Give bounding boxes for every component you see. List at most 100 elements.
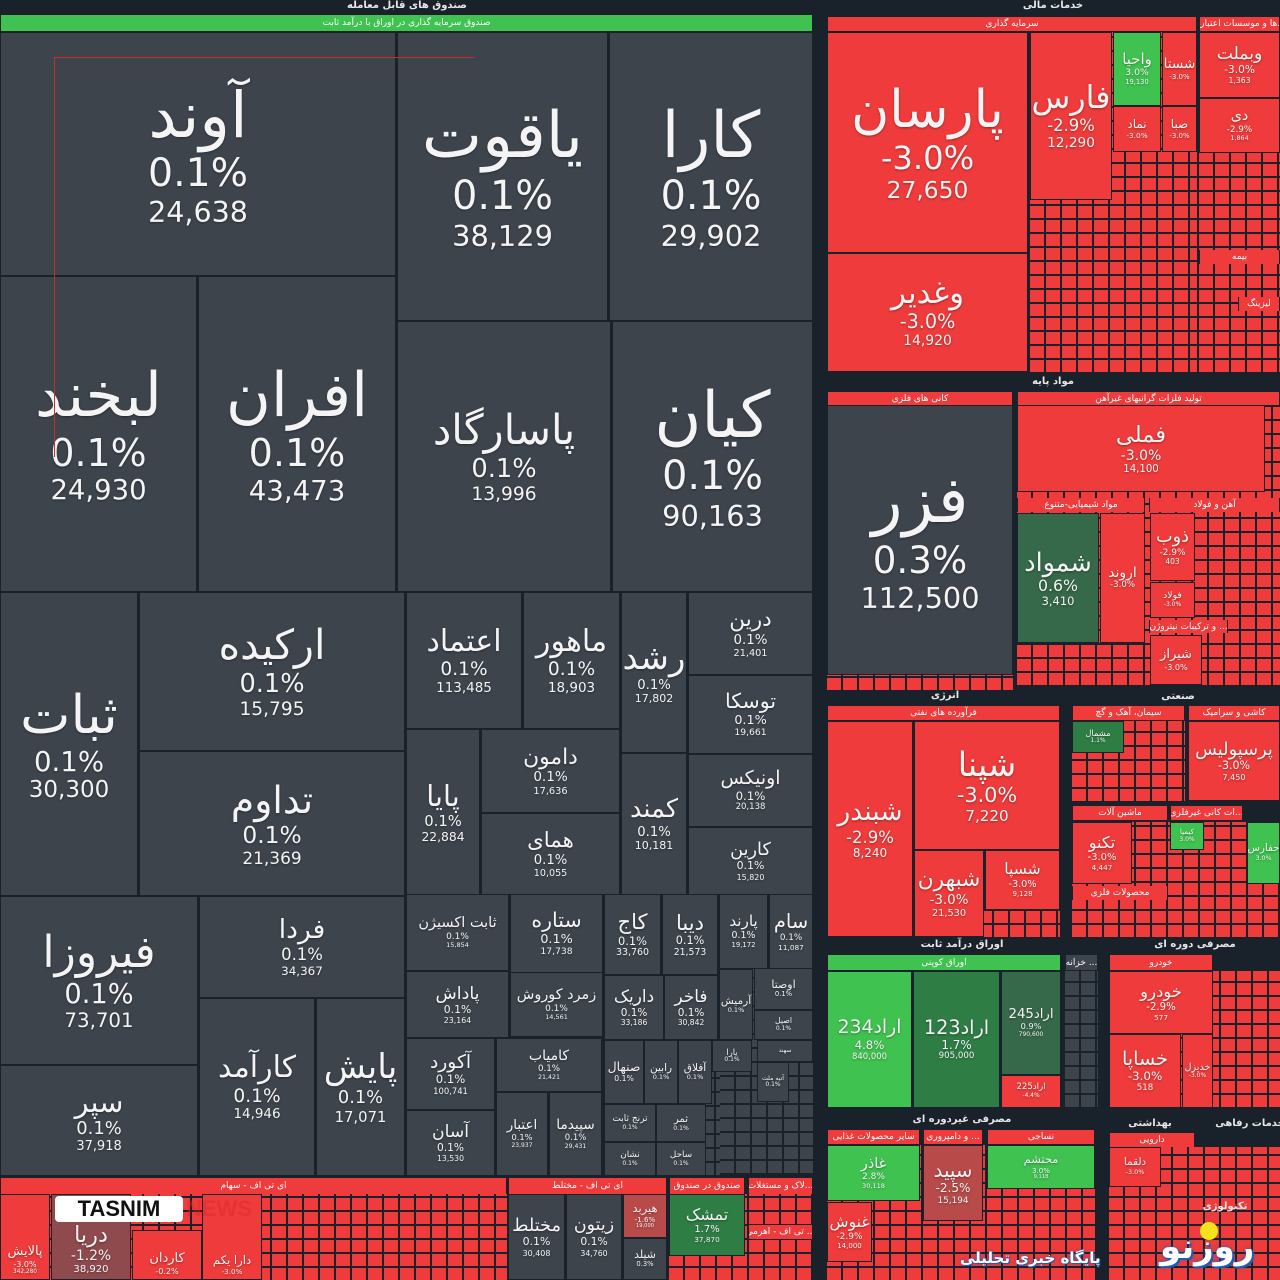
sector-header[interactable]: آهن و فولاد bbox=[1149, 498, 1280, 512]
ticker-tile[interactable]: فارس -2.9% 12,290 bbox=[1030, 32, 1112, 200]
ticker-tile[interactable]: دلقما -3.0% bbox=[1109, 1147, 1161, 1187]
ticker-tile[interactable]: کاردان -0.2% bbox=[132, 1230, 202, 1280]
sector-header[interactable]: کاشی و سرامیک bbox=[1188, 706, 1280, 720]
ticker-tile[interactable]: اوصتا 0.1% bbox=[754, 968, 813, 1010]
ticker-tile[interactable]: ماهور 0.1% 18,903 bbox=[523, 592, 620, 729]
ticker-tile[interactable]: سپیدما 0.1% 29,431 bbox=[549, 1092, 602, 1176]
ticker-tile[interactable]: یارا 0.1% bbox=[712, 1040, 752, 1072]
ticker-tile[interactable]: ستاره 0.1% 17,738 bbox=[510, 894, 603, 973]
ticker-tile[interactable]: فزر 0.3% 112,500 bbox=[827, 405, 1013, 675]
ticker-tile[interactable]: آوند 0.1% 24,638 bbox=[0, 32, 396, 276]
ticker-tile[interactable]: پارسان -3.0% 27,650 bbox=[827, 32, 1028, 253]
ticker-tile[interactable]: زیتون 0.1% 34,760 bbox=[566, 1194, 622, 1280]
ticker-tile[interactable]: یاقوت 0.1% 38,129 bbox=[397, 32, 608, 321]
ticker-tile[interactable]: فملی -3.0% 14,100 bbox=[1017, 405, 1265, 492]
ticker-tile[interactable]: نشان 0.1% bbox=[604, 1142, 656, 1176]
sector-header[interactable]: ... و ترکیبات نیتروژن bbox=[1149, 620, 1228, 633]
ticker-tile[interactable]: شستا -3.0% bbox=[1162, 32, 1197, 106]
ticker-tile[interactable]: زمرد کوروش 0.1% 14,561 bbox=[510, 972, 603, 1037]
sector-header[interactable]: فرآورده های نفتی bbox=[827, 706, 1060, 720]
ticker-tile[interactable]: اراد234 4.8% 840,000 bbox=[827, 971, 912, 1108]
ticker-tile[interactable]: پرسپولیس -3.0% 7,450 bbox=[1188, 721, 1280, 801]
sector-header[interactable]: ...ها و موسسات اعتباری bbox=[1199, 17, 1280, 31]
ticker-tile[interactable]: ثبات 0.1% 30,300 bbox=[0, 592, 138, 896]
sector-header[interactable]: محصولات فلزی bbox=[1072, 886, 1168, 900]
sector-header[interactable]: ...لاک و مستغلات bbox=[748, 1178, 813, 1194]
ticker-tile[interactable]: پاسارگاد 0.1% 13,996 bbox=[397, 321, 611, 592]
ticker-tile[interactable]: کارآمد 0.1% 14,946 bbox=[199, 998, 315, 1176]
ticker-tile[interactable]: آتیه ملت 0.1% bbox=[757, 1062, 789, 1102]
ticker-tile[interactable]: داریک 0.1% 33,186 bbox=[604, 975, 664, 1040]
sector-header[interactable]: ...ات کانی غیرفلزی bbox=[1170, 806, 1243, 820]
ticker-tile[interactable]: فولاد -3.0% bbox=[1150, 582, 1195, 618]
ticker-tile[interactable]: فردا 0.1% 34,367 bbox=[199, 896, 405, 998]
ticker-tile[interactable]: شسپا -3.0% 9,128 bbox=[985, 850, 1060, 910]
sector-header[interactable]: دارویی bbox=[1109, 1133, 1195, 1147]
ticker-tile[interactable]: ثابت اکسیژن 0.1% 15,854 bbox=[406, 894, 509, 971]
sector-header[interactable]: بیمه bbox=[1199, 250, 1280, 264]
ticker-tile[interactable]: ارکیده 0.1% 15,795 bbox=[139, 592, 405, 751]
sector-header[interactable]: کانی های فلزی bbox=[827, 392, 1013, 405]
ticker-tile[interactable]: کامیاب 0.1% 21,421 bbox=[496, 1038, 602, 1092]
ticker-tile[interactable]: خساپا -3.0% 518 bbox=[1109, 1034, 1181, 1108]
ticker-tile[interactable]: کیمیا 3.0% bbox=[1170, 822, 1204, 850]
sector-header[interactable]: نساجی bbox=[987, 1130, 1095, 1144]
ticker-tile[interactable]: کاج 0.1% 33,760 bbox=[604, 894, 661, 975]
ticker-tile[interactable]: آفلاق 0.1% bbox=[678, 1040, 712, 1104]
ticker-tile[interactable]: شیلد 0.3% bbox=[623, 1238, 667, 1280]
ticker-tile[interactable]: توسکا 0.1% 19,661 bbox=[688, 675, 813, 754]
ticker-tile[interactable]: فاخر 0.1% 30,842 bbox=[664, 975, 718, 1040]
ticker-tile[interactable]: ساحل 0.1% bbox=[656, 1142, 706, 1176]
ticker-tile[interactable]: تمشک 1.7% 37,870 bbox=[669, 1194, 745, 1256]
ticker-tile[interactable]: شمواد 0.6% 3,410 bbox=[1017, 513, 1099, 643]
sector-header[interactable]: اوراق کوپنی bbox=[827, 955, 1061, 970]
ticker-tile[interactable]: پالایش -3.0% 342,280 bbox=[0, 1194, 50, 1280]
ticker-tile[interactable]: کارین 0.1% 15,820 bbox=[688, 827, 813, 895]
ticker-tile[interactable]: اراد123 1.7% 905,000 bbox=[913, 971, 1000, 1108]
ticker-tile[interactable]: شپنا -3.0% 7,220 bbox=[914, 721, 1060, 850]
ticker-tile[interactable]: کارا 0.1% 29,902 bbox=[609, 32, 813, 321]
ticker-tile[interactable]: محتشم 3.0% 9,118 bbox=[987, 1145, 1095, 1189]
sector-header[interactable]: سایر محصولات غذایی bbox=[827, 1130, 920, 1144]
sector-header[interactable]: ... و دامپروری bbox=[923, 1130, 983, 1144]
ticker-tile[interactable]: آرمیش 0.1% bbox=[719, 969, 753, 1040]
ticker-tile[interactable]: دی -2.9% 1,864 bbox=[1199, 98, 1280, 153]
ticker-tile[interactable]: غنوش -2.9% 14,000 bbox=[827, 1202, 872, 1262]
ticker-tile[interactable]: خدیزل -3.0% bbox=[1182, 1034, 1213, 1108]
ticker-tile[interactable]: صبا -3.0% bbox=[1162, 106, 1197, 152]
ticker-tile[interactable]: نماد -3.0% bbox=[1113, 106, 1161, 152]
ticker-tile[interactable]: ترنج ثابت 0.1% bbox=[604, 1104, 656, 1142]
ticker-tile[interactable]: مختلط 0.1% 30,408 bbox=[508, 1194, 565, 1280]
ticker-tile[interactable]: درین 0.1% 21,401 bbox=[688, 592, 813, 675]
sector-header[interactable]: صندوق سرمایه گذاری در اوراق با درآمد ثاب… bbox=[0, 15, 813, 31]
ticker-tile[interactable]: دیبا 0.1% 21,573 bbox=[662, 894, 718, 975]
ticker-tile[interactable]: آسان 0.1% 13,530 bbox=[406, 1110, 495, 1176]
ticker-tile[interactable]: دامون 0.1% 17,636 bbox=[481, 729, 620, 813]
sector-header[interactable]: ... خزانه bbox=[1065, 955, 1098, 970]
ticker-tile[interactable]: هیربد -1.6% 19,000 bbox=[623, 1194, 667, 1238]
ticker-tile[interactable]: وبملت -3.0% 1,363 bbox=[1199, 32, 1280, 98]
ticker-tile[interactable]: اونیکس 0.1% 20,138 bbox=[688, 754, 813, 827]
ticker-tile[interactable]: دارا یکم -3.0% bbox=[202, 1194, 262, 1280]
sector-header[interactable]: لیزینگ bbox=[1238, 297, 1280, 311]
ticker-tile[interactable]: اصیل 0.1% bbox=[754, 1010, 813, 1040]
ticker-tile[interactable]: اعتماد 0.1% 113,485 bbox=[406, 592, 522, 729]
sector-header[interactable]: تولید فلزات گرانبهای غیرآهن bbox=[1017, 392, 1280, 405]
ticker-tile[interactable]: اعتبار 0.1% 23,937 bbox=[496, 1092, 548, 1176]
ticker-tile[interactable]: آکورد 0.1% 100,741 bbox=[406, 1038, 495, 1110]
ticker-tile[interactable]: فیروزا 0.1% 73,701 bbox=[0, 896, 198, 1065]
ticker-tile[interactable]: مشمال 1.1% bbox=[1072, 721, 1124, 753]
ticker-tile[interactable]: پایا 0.1% 22,884 bbox=[406, 729, 480, 895]
ticker-tile[interactable]: تکنو -3.0% 4,447 bbox=[1072, 822, 1132, 884]
ticker-tile[interactable]: کمند 0.1% 10,181 bbox=[621, 753, 687, 895]
sector-header[interactable]: ماشین آلات bbox=[1072, 806, 1168, 820]
sector-header[interactable]: ای تی اف - سهام bbox=[0, 1178, 507, 1194]
ticker-tile[interactable]: اراد245 0.9% 790,600 bbox=[1001, 971, 1061, 1075]
ticker-tile[interactable]: سپر 0.1% 37,918 bbox=[0, 1065, 198, 1176]
ticker-tile[interactable]: پایش 0.1% 17,071 bbox=[316, 998, 405, 1176]
sector-header[interactable]: صندوق در صندوق bbox=[669, 1178, 745, 1194]
ticker-tile[interactable]: خودرو -2.9% 577 bbox=[1109, 971, 1213, 1034]
ticker-tile[interactable]: پاداش 0.1% 23,164 bbox=[406, 971, 509, 1038]
ticker-tile[interactable]: وغدیر -3.0% 14,920 bbox=[827, 253, 1028, 372]
ticker-tile[interactable]: کیان 0.1% 90,163 bbox=[612, 321, 813, 592]
